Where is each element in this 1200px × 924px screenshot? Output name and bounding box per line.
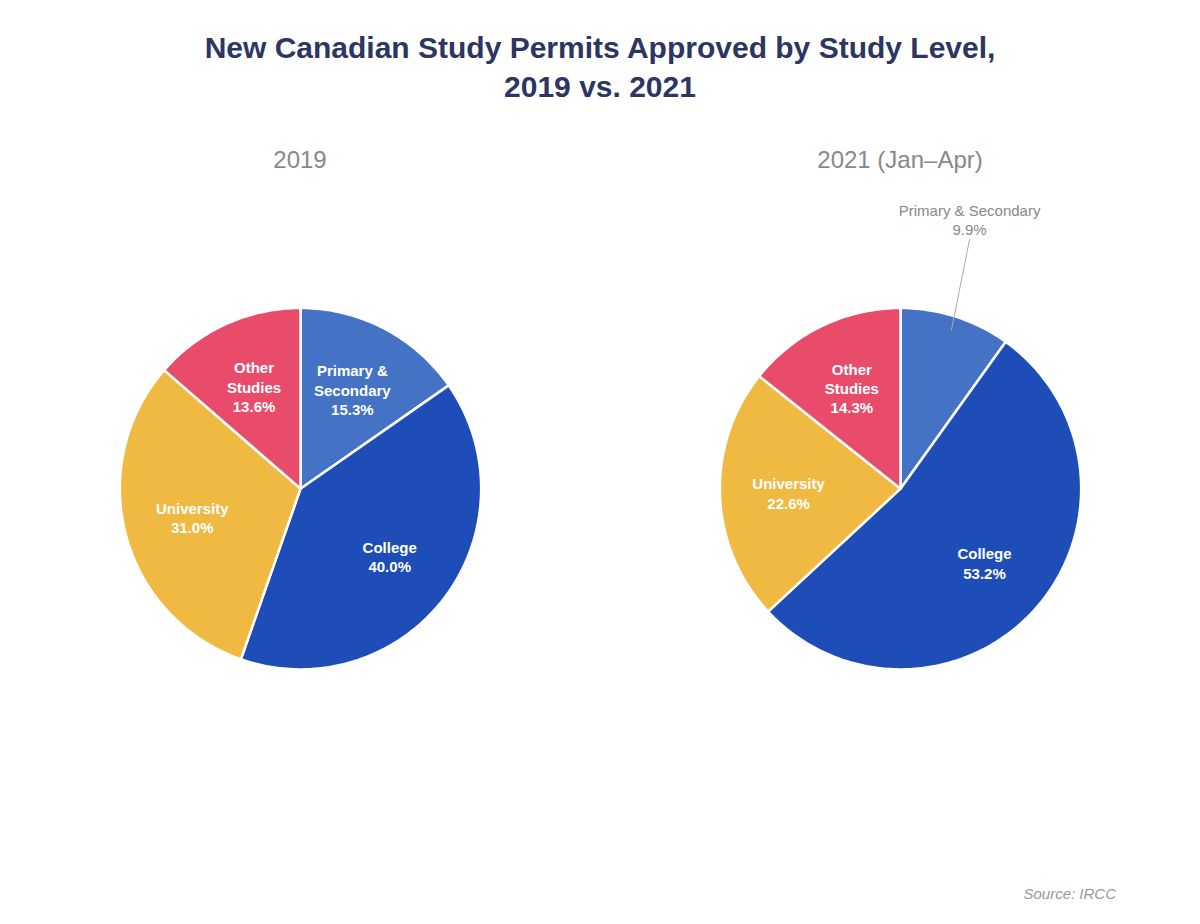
svg-text:University22.6%: University22.6%: [752, 475, 825, 512]
svg-text:Primary &Secondary15.3%: Primary &Secondary15.3%: [314, 362, 391, 418]
svg-text:Primary & Secondary9.9%: Primary & Secondary9.9%: [899, 202, 1041, 239]
svg-text:OtherStudies14.3%: OtherStudies14.3%: [825, 360, 879, 416]
svg-text:OtherStudies13.6%: OtherStudies13.6%: [227, 359, 281, 415]
svg-text:College53.2%: College53.2%: [957, 545, 1011, 582]
html-text:2021 (Jan–Apr): 2021 (Jan–Apr): [817, 146, 983, 173]
svg-text:College40.0%: College40.0%: [363, 539, 417, 576]
html-text:Source: IRCC: Source: IRCC: [1023, 885, 1116, 902]
svg-text:University31.0%: University31.0%: [156, 500, 229, 537]
html-text:New Canadian Study Permits App: New Canadian Study Permits Approved by S…: [204, 31, 996, 103]
html-text:2019: 2019: [273, 146, 327, 173]
